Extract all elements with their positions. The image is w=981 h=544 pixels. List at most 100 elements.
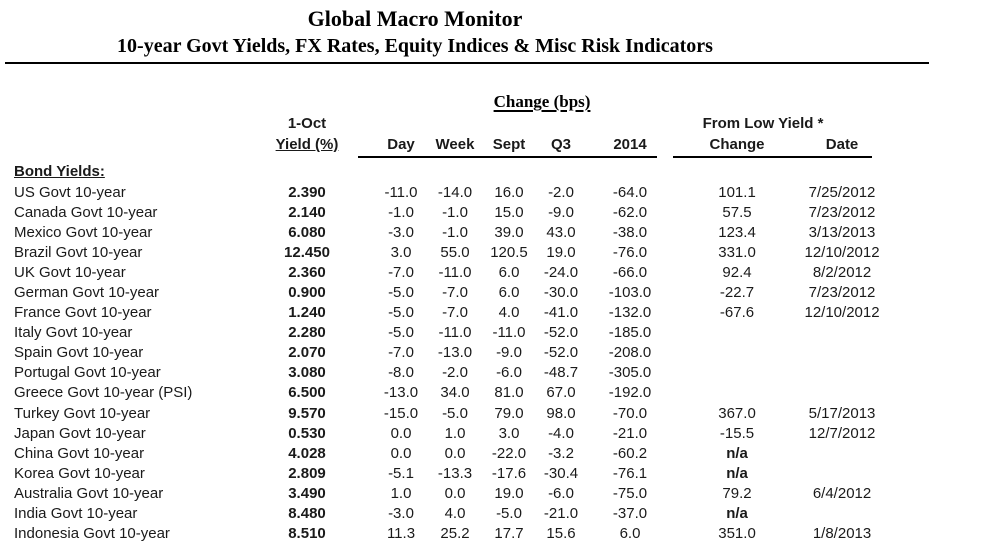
cell-q3-change: -6.0 — [548, 484, 574, 502]
cell-yield: 1.240 — [288, 304, 326, 322]
cell-sept-change: 120.5 — [490, 243, 528, 261]
table-row: Korea Govt 10-year 2.809 -5.1 -13.3 -17.… — [0, 463, 981, 483]
cell-2014-change: -66.0 — [612, 263, 648, 281]
cell-q3-change: -48.7 — [543, 364, 579, 382]
cell-q3-change: -21.0 — [543, 505, 579, 523]
cell-from-low-date: 1/8/2013 — [812, 525, 872, 543]
cell-2014-change: -38.0 — [612, 223, 648, 241]
cell-country: Spain Govt 10-year — [14, 344, 144, 362]
cell-day-change: -7.0 — [388, 263, 414, 281]
cell-week-change: 0.0 — [444, 444, 466, 462]
header-rule-row — [0, 155, 981, 162]
cell-from-low-change — [682, 343, 792, 363]
cell-2014-change: -37.0 — [612, 505, 648, 523]
cell-from-low-date: 7/25/2012 — [808, 183, 876, 201]
col-header-sept: Sept — [492, 136, 526, 153]
cell-sept-change: -5.0 — [496, 505, 522, 523]
cell-week-change: -13.3 — [437, 464, 473, 482]
header-row-top: 1-Oct From Low Yield * — [0, 113, 981, 134]
cell-sept-change: -9.0 — [496, 344, 522, 362]
title-rule — [5, 62, 929, 64]
cell-2014-change: -64.0 — [612, 183, 648, 201]
page-subtitle: 10-year Govt Yields, FX Rates, Equity In… — [117, 35, 713, 57]
cell-q3-change: -30.0 — [543, 284, 579, 302]
table-row: Spain Govt 10-year 2.070 -7.0 -13.0 -9.0… — [0, 343, 981, 363]
cell-from-low-change: -67.6 — [719, 304, 755, 322]
cell-country: Mexico Govt 10-year — [14, 223, 153, 241]
cell-country: Italy Govt 10-year — [14, 324, 133, 342]
cell-from-low-date: 12/7/2012 — [808, 424, 876, 442]
cell-q3-change: -2.0 — [548, 183, 574, 201]
cell-2014-change: -305.0 — [608, 364, 652, 382]
cell-from-low-change: 331.0 — [718, 243, 756, 261]
cell-q3-change: -24.0 — [543, 263, 579, 281]
cell-sept-change: 16.0 — [494, 183, 524, 201]
cell-yield: 6.080 — [288, 223, 326, 241]
cell-2014-change: -192.0 — [608, 384, 652, 402]
doc-header: Global Macro Monitor 10-year Govt Yields… — [0, 0, 830, 58]
col-header-low-date: Date — [825, 136, 859, 153]
cell-from-low-date: 12/10/2012 — [804, 243, 880, 261]
cell-from-low-change: -22.7 — [719, 284, 755, 302]
cell-country: UK Govt 10-year — [14, 263, 126, 281]
cell-sept-change: 17.7 — [494, 525, 524, 543]
cell-day-change: 1.0 — [390, 484, 412, 502]
table-row: Australia Govt 10-year 3.490 1.0 0.0 19.… — [0, 483, 981, 503]
cell-week-change: -7.0 — [442, 304, 468, 322]
cell-q3-change: -30.4 — [543, 464, 579, 482]
cell-day-change: -3.0 — [388, 223, 414, 241]
cell-sept-change: -11.0 — [492, 324, 526, 342]
cell-2014-change: 6.0 — [619, 525, 641, 543]
cell-week-change: -5.0 — [442, 404, 468, 422]
change-bps-header-row: Change (bps) — [0, 64, 981, 113]
cell-2014-change: -132.0 — [608, 304, 652, 322]
cell-2014-change: -76.0 — [612, 243, 648, 261]
table-body: US Govt 10-year 2.390 -11.0 -14.0 16.0 -… — [0, 182, 981, 544]
cell-from-low-change: n/a — [726, 444, 748, 462]
cell-week-change: 0.0 — [444, 484, 466, 502]
cell-2014-change: -62.0 — [612, 203, 648, 221]
cell-day-change: 11.3 — [386, 525, 416, 543]
cell-day-change: -5.1 — [388, 464, 414, 482]
table-row: UK Govt 10-year 2.360 -7.0 -11.0 6.0 -24… — [0, 262, 981, 282]
cell-from-low-date: 3/13/2013 — [808, 223, 876, 241]
cell-day-change: -5.0 — [388, 284, 414, 302]
cell-from-low-date — [792, 323, 892, 343]
cell-sept-change: -6.0 — [496, 364, 522, 382]
table-row: Greece Govt 10-year (PSI) 6.500 -13.0 34… — [0, 383, 981, 403]
cell-week-change: 4.0 — [444, 505, 466, 523]
cell-country: Korea Govt 10-year — [14, 464, 145, 482]
table-row: US Govt 10-year 2.390 -11.0 -14.0 16.0 -… — [0, 182, 981, 202]
cell-week-change: 25.2 — [440, 525, 470, 543]
cell-from-low-date: 7/23/2012 — [808, 203, 876, 221]
cell-q3-change: 67.0 — [546, 384, 576, 402]
cell-yield: 4.028 — [288, 444, 326, 462]
cell-sept-change: 81.0 — [494, 384, 524, 402]
cell-from-low-date: 7/23/2012 — [808, 284, 876, 302]
cell-2014-change: -75.0 — [612, 484, 648, 502]
table-row: France Govt 10-year 1.240 -5.0 -7.0 4.0 … — [0, 303, 981, 323]
cell-sept-change: -17.6 — [491, 464, 527, 482]
cell-from-low-date — [792, 343, 892, 363]
cell-2014-change: -70.0 — [612, 404, 648, 422]
cell-from-low-date — [792, 463, 892, 483]
table-row: Portugal Govt 10-year 3.080 -8.0 -2.0 -6… — [0, 363, 981, 383]
cell-from-low-change — [682, 363, 792, 383]
cell-from-low-change: 367.0 — [718, 404, 756, 422]
cell-from-low-date: 6/4/2012 — [812, 484, 872, 502]
cell-day-change: -1.0 — [388, 203, 414, 221]
table-row: German Govt 10-year 0.900 -5.0 -7.0 6.0 … — [0, 282, 981, 302]
cell-day-change: 3.0 — [390, 243, 412, 261]
cell-from-low-change: n/a — [726, 464, 748, 482]
cell-week-change: -14.0 — [437, 183, 473, 201]
cell-country: US Govt 10-year — [14, 183, 126, 201]
cell-country: Portugal Govt 10-year — [14, 364, 161, 382]
cell-country: Japan Govt 10-year — [14, 424, 146, 442]
cell-from-low-date: 5/17/2013 — [808, 404, 876, 422]
cell-week-change: 55.0 — [440, 243, 470, 261]
cell-yield: 3.490 — [288, 484, 326, 502]
cell-from-low-change: 57.5 — [722, 203, 752, 221]
cell-yield: 8.510 — [288, 525, 326, 543]
cell-day-change: -15.0 — [383, 404, 419, 422]
